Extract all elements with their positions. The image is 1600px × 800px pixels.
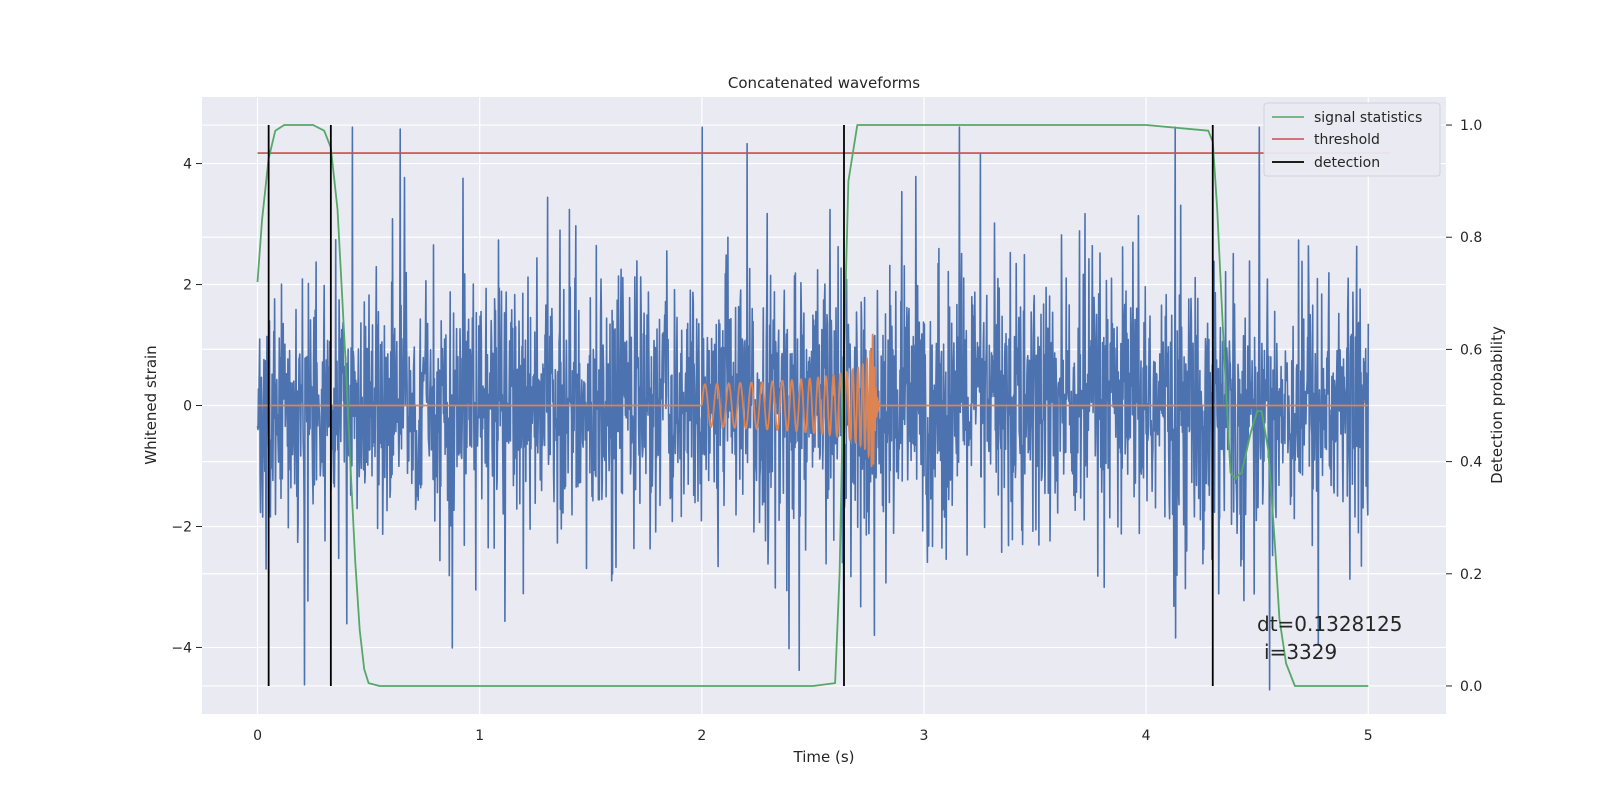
signal-statistics-series [256, 124, 1369, 687]
y2-tick-label: 0.8 [1460, 230, 1482, 246]
y-tick-label: 4 [183, 157, 192, 173]
annotation-dt: dt=0.1328125 [1257, 612, 1402, 636]
legend: signal statistics threshold detection [1263, 102, 1441, 177]
annotation-i: i=3329 [1264, 640, 1337, 664]
x-tick-label: 4 [1142, 728, 1151, 744]
x-tick-label: 1 [475, 728, 484, 744]
signal-statistics-line [256, 124, 1369, 687]
chirp-line [700, 333, 881, 468]
legend-label-detection: detection [1314, 155, 1380, 171]
y-tick-label: 0 [183, 399, 192, 415]
y2-tick-label: 0.4 [1460, 455, 1482, 471]
x-tick-label: 0 [253, 728, 262, 744]
tick-labels: 0 1 2 3 4 5 −4 −2 0 2 4 0.0 0.2 0.4 0.6 0.8 1.0 [171, 118, 1482, 744]
noise-line [256, 126, 1370, 691]
legend-box [1263, 102, 1441, 177]
noise-series [256, 126, 1370, 691]
y2-axis-label: Detection probability [1488, 326, 1506, 484]
legend-label-threshold: threshold [1314, 132, 1380, 148]
y-tick-label: 2 [183, 278, 192, 294]
y-tick-label: −2 [171, 519, 192, 535]
detection-series [267, 125, 1214, 686]
y-axis-label: Whitened strain [142, 345, 160, 464]
legend-label-signal-statistics: signal statistics [1314, 110, 1422, 126]
x-axis-label: Time (s) [793, 748, 855, 766]
y2-tick-label: 0.2 [1460, 567, 1482, 583]
x-tick-label: 3 [920, 728, 929, 744]
chart-title: Concatenated waveforms [728, 74, 920, 92]
y2-tick-label: 0.6 [1460, 342, 1482, 358]
y2-tick-label: 0.0 [1460, 679, 1482, 695]
y-tick-label: −4 [171, 640, 192, 656]
x-tick-label: 5 [1364, 728, 1373, 744]
y2-tick-label: 1.0 [1460, 118, 1482, 134]
x-tick-label: 2 [697, 728, 706, 744]
